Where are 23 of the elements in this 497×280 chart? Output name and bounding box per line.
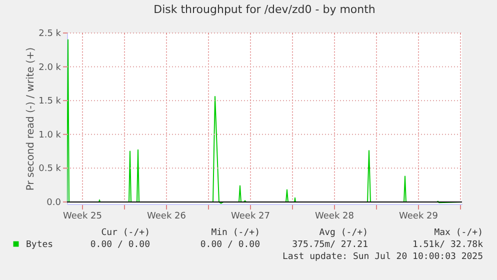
text: 1.51k/ 32.78k xyxy=(412,240,484,250)
text: Max (-/+) xyxy=(434,228,483,238)
y-tick-label: 2.0 k xyxy=(38,62,62,73)
x-tick-label: Week 25 xyxy=(63,212,102,222)
text: Avg (-/+) xyxy=(319,228,368,238)
chart-title: Disk throughput for /dev/zd0 - by month xyxy=(154,3,376,16)
y-tick-label: 1.0 k xyxy=(38,130,62,140)
text: 375.75m/ 27.21 xyxy=(292,240,368,250)
text: 0.00 / 0.00 xyxy=(200,240,260,250)
y-tick-label: 0.0 xyxy=(46,198,62,208)
text: Min (-/+) xyxy=(211,228,260,238)
y-tick-label: 2.5 k xyxy=(38,29,62,39)
y-axis-title: Pr second read (-) / write (+) xyxy=(26,47,36,191)
x-tick-label: Week 28 xyxy=(315,212,354,222)
legend-label: Bytes xyxy=(26,240,54,250)
text: Last update: Sun Jul 20 10:00:03 2025 xyxy=(282,252,483,262)
x-tick-label: Week 26 xyxy=(147,212,186,222)
text: 0.00 / 0.00 xyxy=(90,240,150,250)
x-tick-label: Week 29 xyxy=(399,212,438,222)
x-tick-label: Week 27 xyxy=(231,212,270,222)
text: Cur (-/+) xyxy=(101,228,150,238)
y-tick-label: 1.5 k xyxy=(38,96,62,107)
y-tick-label: 0.5 k xyxy=(38,164,62,174)
